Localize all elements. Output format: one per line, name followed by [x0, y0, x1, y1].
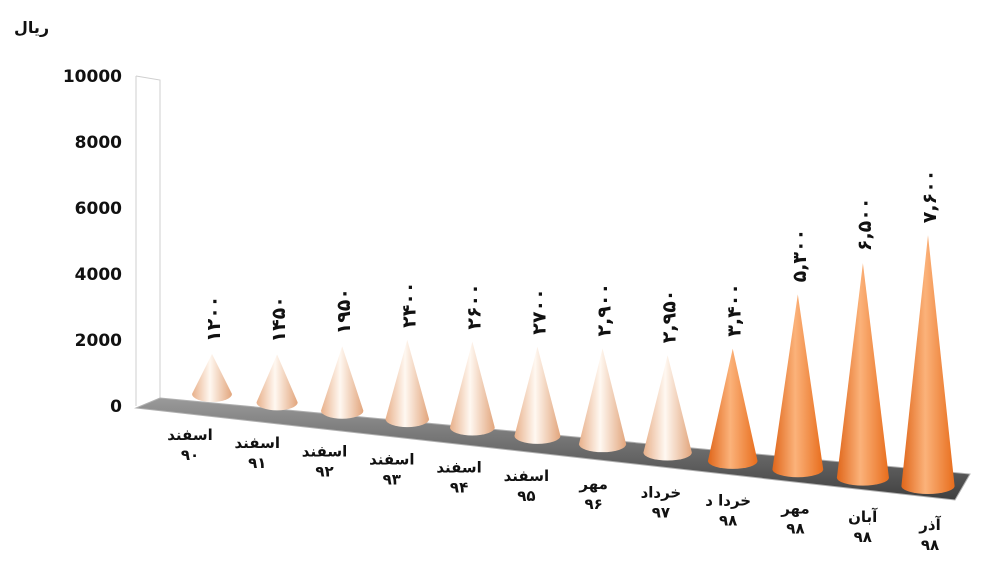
cone-body: [772, 294, 824, 478]
x-tick-label: اسفند ۹۴: [436, 459, 481, 497]
cone-body: [836, 263, 889, 486]
data-label: ۲۶۰۰: [463, 283, 485, 329]
x-tick-label: اسفند ۹۱: [235, 434, 280, 472]
axis-wall: [135, 75, 161, 408]
cone-body: [192, 354, 232, 402]
x-tick-label: خرداد ۹۷: [641, 483, 682, 521]
data-label: ۳,۴۰۰: [724, 283, 746, 337]
chart-bar: [192, 354, 232, 402]
cone-body: [256, 354, 298, 411]
y-tick-label: 10000: [63, 67, 122, 87]
chart-bar: [320, 346, 364, 419]
chart-bar: [901, 235, 955, 494]
data-label: ۲,۹۵۰: [659, 290, 681, 344]
cone-body: [578, 348, 627, 453]
cone-body: [514, 346, 561, 444]
chart-floor: [134, 397, 971, 501]
chart-bar: [449, 341, 495, 436]
chart-bar: [643, 355, 692, 461]
data-label: ۲۷۰۰: [528, 288, 550, 334]
data-label: ۶,۵۰۰: [854, 198, 876, 252]
x-tick-label: اسفند ۹۳: [369, 451, 414, 489]
data-label: ۵,۳۰۰: [789, 229, 811, 283]
x-tick-label: آذر ۹۸: [918, 516, 941, 554]
data-label: ۲۴۰۰: [398, 282, 420, 328]
y-tick-label: 2000: [75, 331, 122, 351]
chart-bar: [772, 294, 824, 478]
y-tick-label: 6000: [75, 199, 122, 219]
data-label: ۱۹۵۰: [333, 288, 355, 334]
x-tick-label: خردا د ۹۸: [705, 491, 751, 529]
data-label: ۱۴۵۰: [268, 296, 290, 342]
y-axis-unit-label: ریال: [14, 18, 50, 37]
x-tick-label: مهر ۹۸: [780, 500, 810, 538]
cone-body: [643, 355, 692, 461]
cone-body: [449, 341, 495, 436]
y-tick-label: 0: [110, 397, 122, 417]
cone-body: [707, 348, 758, 469]
x-tick-label: اسفند ۹۲: [302, 442, 347, 480]
chart-bar: [514, 346, 561, 444]
data-label: ۲,۹۰۰: [594, 283, 616, 337]
chart-bar: [385, 339, 430, 428]
x-tick-label: اسفند ۹۵: [504, 467, 549, 505]
cone-body: [901, 235, 955, 494]
data-label: ۷,۶۰۰: [919, 170, 941, 224]
chart-bar: [836, 263, 889, 486]
chart-bar: [256, 354, 298, 411]
cone-body: [320, 346, 364, 419]
y-tick-label: 4000: [75, 265, 122, 285]
chart-bar: [578, 348, 627, 453]
x-tick-label: آبان ۹۸: [848, 508, 878, 546]
data-label: ۱۲۰۰: [203, 296, 225, 342]
x-tick-label: اسفند ۹۰: [167, 426, 212, 464]
y-tick-label: 8000: [75, 133, 122, 153]
x-tick-label: مهر ۹۶: [578, 475, 608, 513]
chart-bar: [707, 348, 758, 469]
cone-body: [385, 339, 430, 428]
